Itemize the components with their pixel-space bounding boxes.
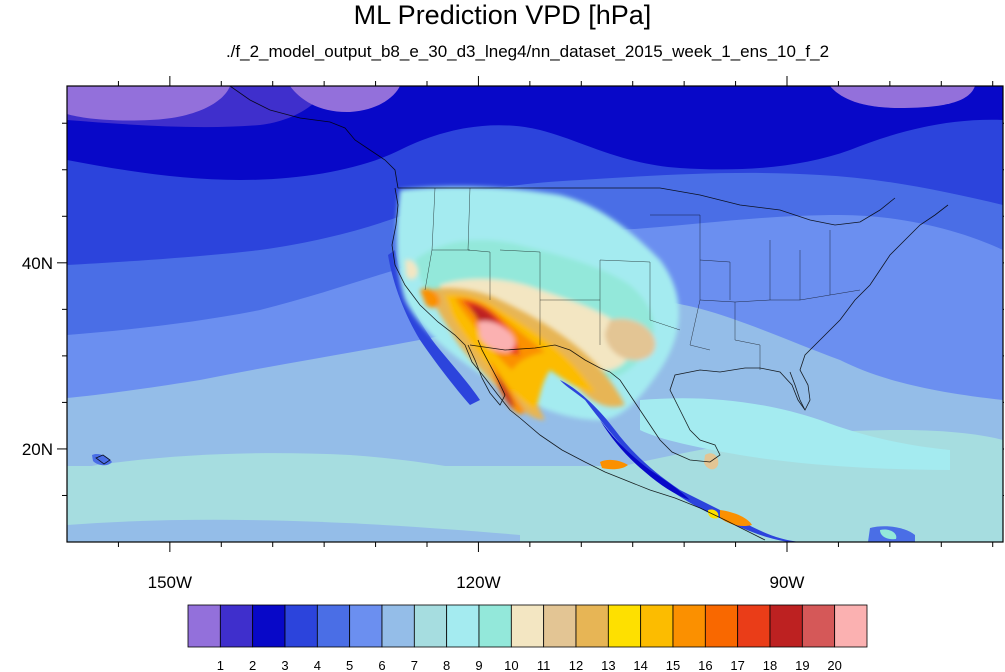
- colorbar-swatch: [316, 604, 351, 648]
- colorbar-label: 8: [443, 658, 450, 672]
- field-mex-darkblue: [600, 420, 690, 500]
- colorbar-label: 2: [249, 658, 256, 672]
- colorbar-swatch: [704, 604, 739, 648]
- colorbar-swatch: [252, 604, 286, 648]
- colorbar: 1 2 3 4 5 6 7 8 9 10 11 12 13 14 15 16 17 18 19 20: [187, 604, 868, 672]
- field-mex-orange: [600, 459, 628, 470]
- colorbar-swatch: [737, 604, 771, 648]
- map-boundaries: [95, 86, 949, 541]
- border-us-canada: [398, 187, 896, 226]
- colorbar-swatch: [543, 604, 577, 648]
- field-sierra-16: [420, 288, 440, 308]
- field-centam-orange: [720, 510, 752, 527]
- field-gulf: [640, 398, 950, 470]
- map-ticks: 40N 20N 150W 120W 90W: [22, 76, 1004, 592]
- lat-label: 20N: [22, 440, 53, 459]
- chart-subtitle: ./f_2_model_output_b8_e_30_d3_lneg4/nn_d…: [225, 42, 830, 61]
- coastline-west: [391, 187, 521, 419]
- colorbar-label: 18: [763, 658, 777, 672]
- coastline-mexico-west: [519, 417, 766, 541]
- map-state-lines: [424, 187, 861, 370]
- colorbar-swatch: [349, 604, 383, 648]
- colorbar-label: 1: [217, 658, 224, 672]
- lat-label: 40N: [22, 254, 53, 273]
- field-sw-20: [478, 320, 515, 352]
- field-band-1b: [290, 86, 400, 113]
- colorbar-swatch: [575, 604, 609, 648]
- colorbar-swatch: [284, 604, 318, 648]
- coastline-alaska: [229, 86, 399, 189]
- colorbar-label: 7: [411, 658, 418, 672]
- colorbar-swatch: [801, 604, 836, 648]
- coastline-hawaii: [95, 454, 111, 465]
- colorbar-label: 11: [537, 658, 551, 672]
- colorbar-label: 4: [314, 658, 321, 672]
- field-ca-coast-dark: [388, 250, 480, 405]
- border-us-mexico: [469, 344, 611, 373]
- colorbar-swatch: [769, 604, 803, 648]
- colorbar-swatch: [672, 604, 706, 648]
- lon-label: 150W: [148, 573, 192, 592]
- colorbar-label: 12: [569, 658, 583, 672]
- colorbar-swatch: [478, 604, 512, 648]
- colorbar-label: 19: [795, 658, 809, 672]
- coastline-florida: [789, 371, 806, 411]
- colorbar-label: 15: [666, 658, 680, 672]
- colorbar-label: 10: [504, 658, 518, 672]
- field-samerica-peak: [880, 529, 897, 540]
- colorbar-swatch: [446, 604, 480, 648]
- colorbar-swatch: [834, 604, 868, 648]
- lon-label: 120W: [456, 573, 500, 592]
- field-band-1c: [830, 86, 975, 108]
- colorbar-swatch: [413, 604, 448, 648]
- field-texas-11: [605, 318, 656, 361]
- colorbar-swatch: [510, 604, 545, 648]
- colorbar-label: 13: [601, 658, 615, 672]
- colorbar-label: 14: [633, 658, 647, 672]
- field-baja-16: [490, 360, 525, 415]
- coastline-gulf: [609, 204, 949, 463]
- field-band-1a: [67, 86, 230, 121]
- colorbar-label: 3: [281, 658, 288, 672]
- colorbar-label: 6: [378, 658, 385, 672]
- colorbar-label: 20: [827, 658, 841, 672]
- coastline-baja: [467, 339, 506, 406]
- chart-title: ML Prediction VPD [hPa]: [353, 0, 652, 30]
- map-field: [67, 86, 1003, 542]
- field-sierra-11: [405, 259, 418, 280]
- field-itcz: [67, 519, 520, 542]
- colorbar-swatch: [607, 604, 642, 648]
- colorbar-swatch: [219, 604, 254, 648]
- colorbar-label: 5: [346, 658, 353, 672]
- colorbar-swatch: [640, 604, 674, 648]
- colorbar-label: 9: [475, 658, 482, 672]
- lon-label: 90W: [770, 573, 805, 592]
- colorbar-label: 16: [698, 658, 712, 672]
- map-frame: [66, 85, 1004, 543]
- colorbar-swatch: [381, 604, 415, 648]
- field-baja-18: [495, 372, 515, 408]
- colorbar-swatch: [187, 604, 221, 648]
- colorbar-label: 17: [730, 658, 744, 672]
